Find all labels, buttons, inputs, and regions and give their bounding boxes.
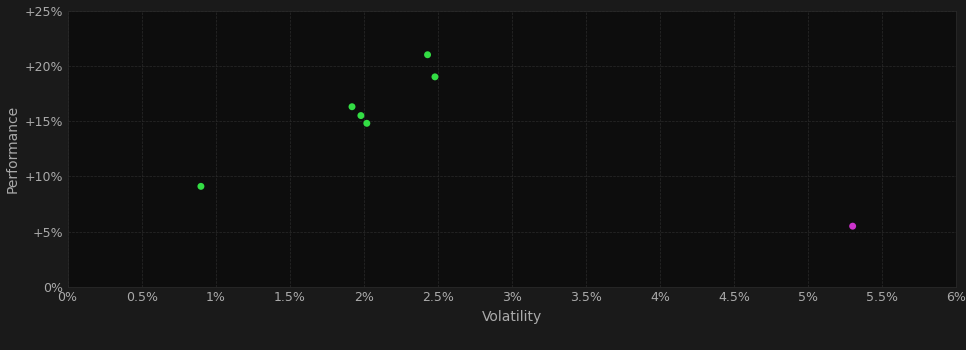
Y-axis label: Performance: Performance [6,105,19,193]
Point [193,183,209,189]
Point [359,120,375,126]
Point [427,74,442,80]
Point [420,52,436,57]
Point [354,113,369,118]
Point [845,223,861,229]
X-axis label: Volatility: Volatility [482,310,542,324]
Point [344,104,359,110]
